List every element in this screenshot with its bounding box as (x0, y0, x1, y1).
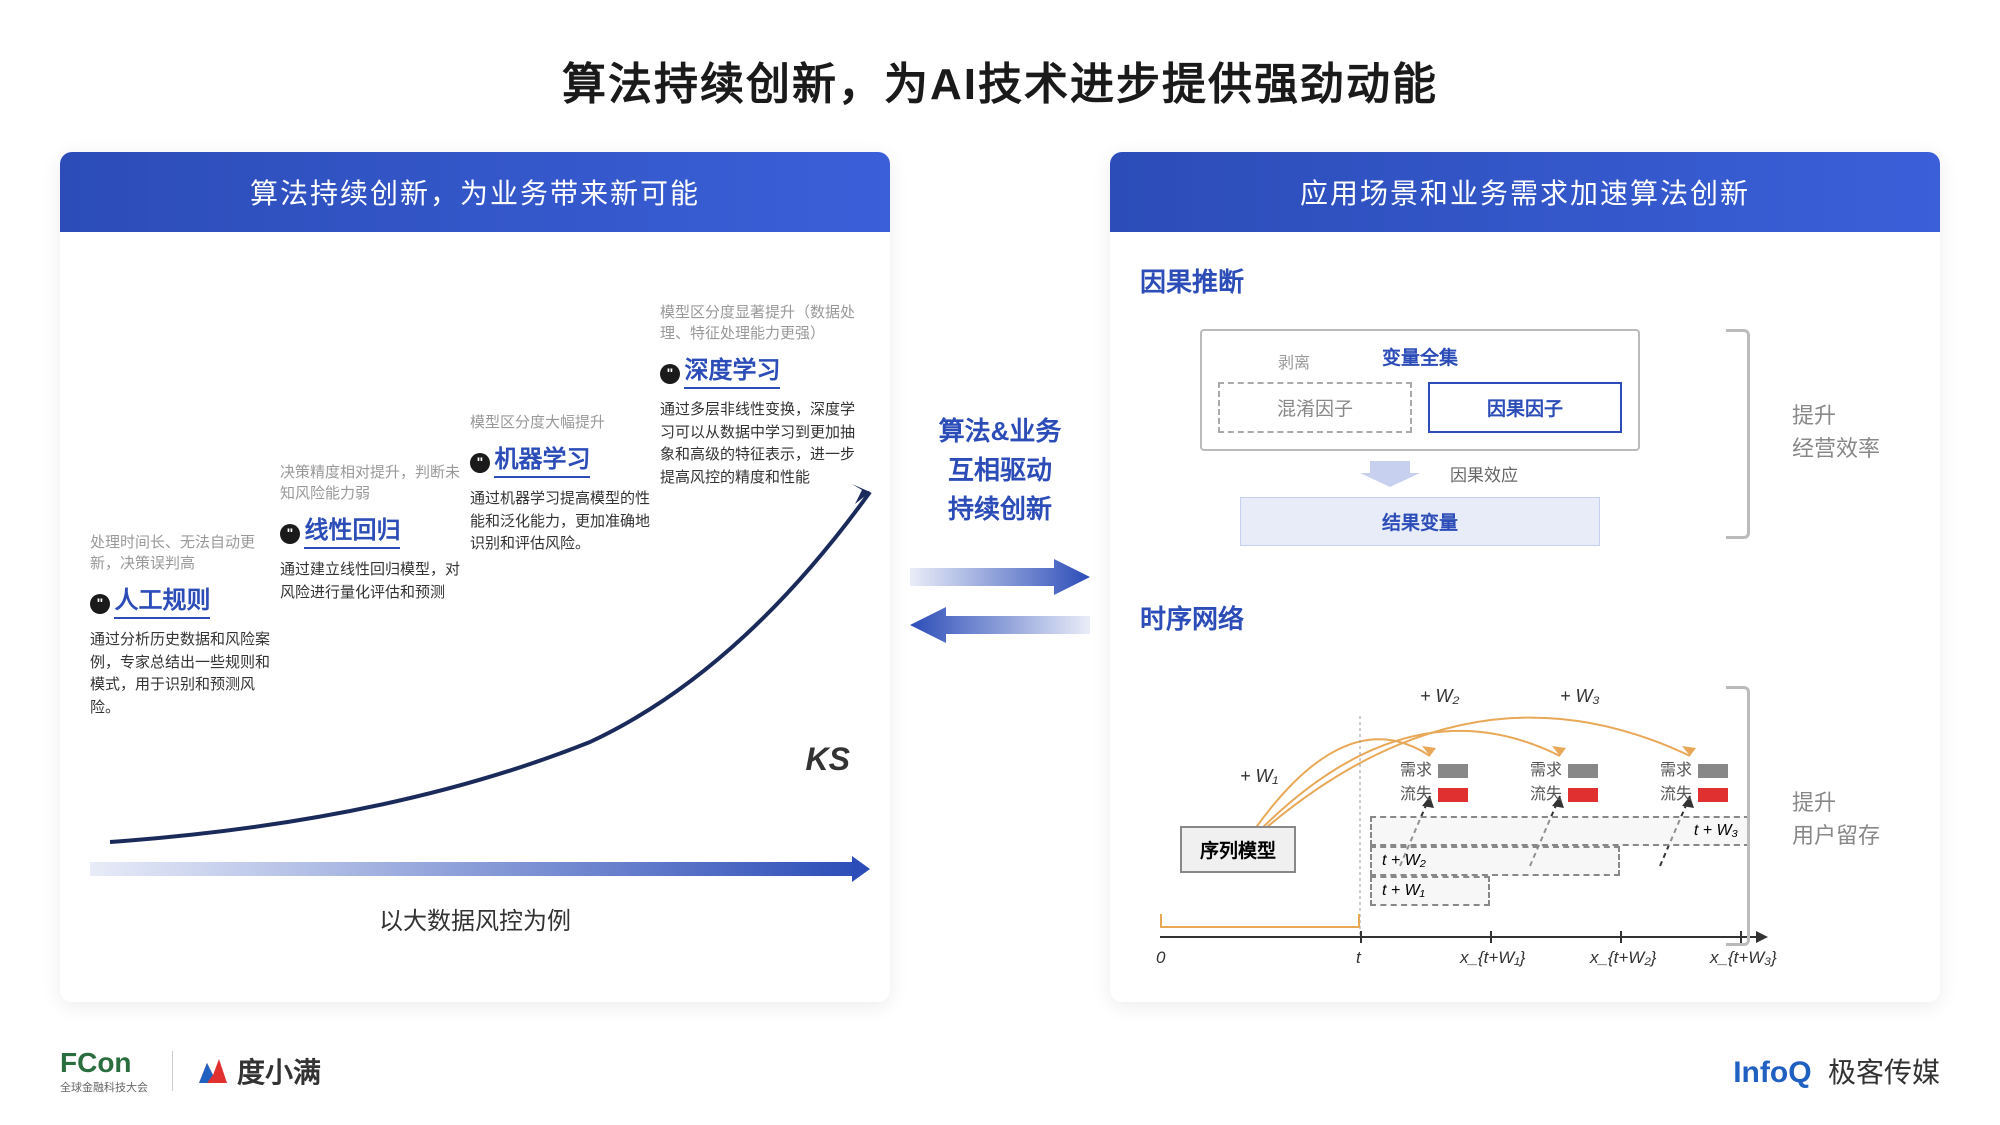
time-bracket-icon (1160, 914, 1360, 928)
right-panel-header: 应用场景和业务需求加速算法创新 (1110, 152, 1940, 232)
seq-model-box: 序列模型 (1180, 826, 1296, 873)
right-panel-body: 因果推断 剥离 变量全集 混淆因子 因果因子 因果效应 结果变量 (1110, 232, 1940, 1002)
axis-tick (1490, 931, 1492, 943)
infoq-logo: InfoQ (1733, 1056, 1811, 1089)
quote-icon: " (470, 453, 490, 473)
step-caption: 模型区分度大幅提升 (470, 412, 650, 433)
page-title: 算法持续创新，为AI技术进步提供强劲动能 (0, 0, 2000, 112)
right-panel: 应用场景和业务需求加速算法创新 因果推断 剥离 变量全集 混淆因子 因果因子 因… (1110, 152, 1940, 1002)
causal-title: 因果推断 (1140, 262, 1910, 299)
legend-d2: 需求 (1530, 756, 1598, 780)
footer: FCon 全球金融科技大会 度小满 InfoQ 极客传媒 (60, 1047, 1940, 1095)
temporal-benefit: 提升 用户留存 (1792, 786, 1880, 852)
divider (172, 1051, 173, 1091)
temporal-title: 时序网络 (1140, 599, 1910, 636)
step-2: 决策精度相对提升，判断未知风险能力弱 " 线性回归 通过建立线性回归模型，对风险… (280, 462, 460, 604)
legend-c1: 流失 (1400, 780, 1468, 804)
step-caption: 模型区分度显著提升（数据处理、特征处理能力更强） (660, 302, 860, 344)
step-3: 模型区分度大幅提升 " 机器学习 通过机器学习提高模型的性能和泛化能力，更加准确… (470, 412, 650, 556)
footer-left: FCon 全球金融科技大会 度小满 (60, 1047, 321, 1095)
bracket-icon (1726, 686, 1750, 946)
bottom-caption: 以大数据风控为例 (60, 901, 890, 936)
step-1: 处理时间长、无法自动更新，决策误判高 " 人工规则 通过分析历史数据和风险案例，… (90, 532, 270, 719)
axis-x3: x_{t+W₃} (1710, 948, 1777, 968)
geek-text: 极客传媒 (1828, 1057, 1940, 1088)
quote-icon: " (280, 524, 300, 544)
center-l2: 互相驱动 (948, 455, 1052, 485)
dxm-text: 度小满 (237, 1051, 321, 1091)
tw-box-2: t + W₂ (1370, 846, 1620, 876)
center-text: 算法&业务 互相驱动 持续创新 (939, 412, 1062, 529)
legend-c3: 流失 (1660, 780, 1728, 804)
ks-label: KS (806, 741, 850, 778)
peel-label: 剥离 (1278, 349, 1310, 373)
temporal-diagram: + W₁ + W₂ + W₃ 需求 流失 需求 流失 需求 流失 序列模型 t … (1140, 656, 1910, 1002)
causal-diagram: 剥离 变量全集 混淆因子 因果因子 因果效应 结果变量 提升 经营效率 (1140, 319, 1910, 599)
center-column: 算法&业务 互相驱动 持续创新 (920, 152, 1080, 649)
benefit-l2: 经营效率 (1792, 436, 1880, 461)
benefit-l1: 提升 (1792, 403, 1836, 428)
fcon-sub: 全球金融科技大会 (60, 1079, 148, 1095)
step-4: 模型区分度显著提升（数据处理、特征处理能力更强） " 深度学习 通过多层非线性变… (660, 302, 860, 489)
confound-box: 混淆因子 (1218, 382, 1412, 433)
step-desc: 通过机器学习提高模型的性能和泛化能力，更加准确地识别和评估风险。 (470, 488, 650, 556)
footer-right: InfoQ 极客传媒 (1733, 1051, 1940, 1091)
center-l3: 持续创新 (948, 494, 1052, 524)
w-label-2: + W₂ (1420, 686, 1459, 707)
axis-x2: x_{t+W₂} (1590, 948, 1657, 968)
left-panel-header: 算法持续创新，为业务带来新可能 (60, 152, 890, 232)
w-label-1: + W₁ (1240, 766, 1278, 787)
axis-zero: 0 (1156, 948, 1165, 968)
time-axis (1160, 936, 1760, 938)
left-panel-body: 处理时间长、无法自动更新，决策误判高 " 人工规则 通过分析历史数据和风险案例，… (60, 232, 890, 1002)
down-arrow-icon (1340, 457, 1440, 489)
tw-box-3: t + W₃ (1370, 816, 1750, 846)
fcon-text: FCon (60, 1047, 132, 1078)
variable-fullset-box: 剥离 变量全集 混淆因子 因果因子 (1200, 329, 1640, 451)
fcon-logo: FCon 全球金融科技大会 (60, 1047, 148, 1095)
result-box: 结果变量 (1240, 497, 1600, 546)
step-desc: 通过多层非线性变换，深度学习可以从数据中学习到更加抽象和高级的特征表示，进一步提… (660, 399, 860, 489)
step-name: 机器学习 (494, 439, 590, 478)
quote-icon: " (660, 364, 680, 384)
step-desc: 通过分析历史数据和风险案例，专家总结出一些规则和模式，用于识别和预测风险。 (90, 629, 270, 719)
dxm-icon (197, 1057, 229, 1085)
tw-box-1: t + W₁ (1370, 876, 1490, 906)
legend-d3: 需求 (1660, 756, 1728, 780)
benefit-l2: 用户留存 (1792, 823, 1880, 848)
content-row: 算法持续创新，为业务带来新可能 处理时间长、无法自动更新，决策误判高 " 人工规… (0, 112, 2000, 1002)
step-caption: 处理时间长、无法自动更新，决策误判高 (90, 532, 270, 574)
cause-box: 因果因子 (1428, 382, 1622, 433)
step-name: 深度学习 (684, 350, 780, 389)
w-label-3: + W₃ (1560, 686, 1600, 707)
legend-d1: 需求 (1400, 756, 1468, 780)
left-panel: 算法持续创新，为业务带来新可能 处理时间长、无法自动更新，决策误判高 " 人工规… (60, 152, 890, 1002)
bracket-icon (1726, 329, 1750, 539)
axis-t: t (1356, 948, 1361, 968)
step-name: 线性回归 (304, 510, 400, 549)
step-caption: 决策精度相对提升，判断未知风险能力弱 (280, 462, 460, 504)
baseline-arrow (90, 862, 860, 876)
arrow-left-icon (910, 607, 1090, 643)
axis-tick (1360, 931, 1362, 943)
axis-x1: x_{t+W₁} (1460, 948, 1525, 968)
step-name: 人工规则 (114, 580, 210, 619)
quote-icon: " (90, 594, 110, 614)
causal-benefit: 提升 经营效率 (1792, 399, 1880, 465)
legend-c2: 流失 (1530, 780, 1598, 804)
axis-tick (1620, 931, 1622, 943)
effect-label: 因果效应 (1450, 461, 1518, 486)
dxm-logo: 度小满 (197, 1051, 321, 1091)
arrow-right-icon (910, 559, 1090, 595)
center-l1: 算法&业务 (939, 416, 1062, 446)
benefit-l1: 提升 (1792, 790, 1836, 815)
step-desc: 通过建立线性回归模型，对风险进行量化评估和预测 (280, 559, 460, 604)
